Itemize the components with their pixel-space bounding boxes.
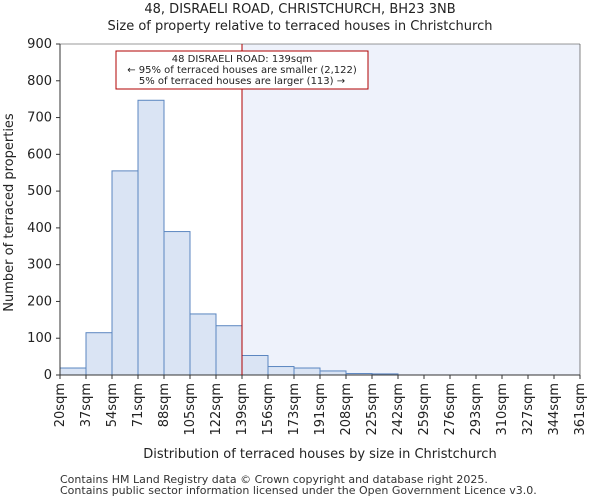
bar-71sqm	[137, 99, 165, 376]
x-tick-label: 225sqm	[365, 383, 380, 436]
y-tick-label: 200	[27, 294, 52, 309]
bar-173sqm	[293, 367, 321, 376]
bar-191sqm	[319, 370, 347, 376]
x-tick-label: 361sqm	[573, 383, 588, 436]
x-tick-label: 242sqm	[391, 383, 406, 436]
chart-subtitle: Size of property relative to terraced ho…	[107, 19, 493, 34]
x-tick-label: 139sqm	[235, 383, 250, 436]
x-tick-label: 156sqm	[261, 383, 276, 436]
bar-54sqm	[111, 170, 139, 376]
bar-88sqm	[163, 231, 191, 376]
x-tick-label: 276sqm	[443, 383, 458, 436]
highlight-region	[242, 44, 580, 375]
x-tick-label: 293sqm	[469, 383, 484, 436]
x-tick-label: 20sqm	[53, 383, 68, 427]
x-tick-label: 208sqm	[339, 383, 354, 436]
x-axis-title: Distribution of terraced houses by size …	[143, 447, 496, 462]
x-tick-label: 105sqm	[183, 383, 198, 436]
footer-copyright: Contains HM Land Registry data © Crown c…	[60, 473, 488, 486]
bar-122sqm	[215, 325, 243, 376]
y-tick-label: 0	[44, 368, 52, 383]
footer-licence: Contains public sector information licen…	[60, 484, 537, 497]
y-tick-label: 900	[27, 37, 52, 52]
x-tick-label: 310sqm	[495, 383, 510, 436]
x-tick-label: 122sqm	[209, 383, 224, 436]
chart-title: 48, DISRAELI ROAD, CHRISTCHURCH, BH23 3N…	[144, 2, 456, 17]
bar-20sqm	[59, 367, 87, 376]
x-tick-label: 71sqm	[131, 383, 146, 427]
y-tick-label: 600	[27, 147, 52, 162]
bar-139sqm	[241, 355, 269, 376]
x-tick-label: 54sqm	[105, 383, 120, 427]
bar-37sqm	[85, 332, 113, 376]
x-tick-label: 37sqm	[79, 383, 94, 427]
bar-105sqm	[189, 313, 217, 376]
x-tick-label: 88sqm	[157, 383, 172, 427]
y-tick-label: 500	[27, 184, 52, 199]
annotation-box	[115, 50, 369, 90]
bar-156sqm	[267, 366, 295, 376]
x-tick-label: 344sqm	[547, 383, 562, 436]
y-tick-label: 300	[27, 258, 52, 273]
y-tick-label: 100	[27, 331, 52, 346]
annotation-line-2: ← 95% of terraced houses are smaller (2,…	[127, 65, 357, 76]
annotation-line-3: 5% of terraced houses are larger (113) →	[139, 76, 345, 87]
x-tick-label: 327sqm	[521, 383, 536, 436]
annotation-line-1: 48 DISRAELI ROAD: 139sqm	[172, 54, 312, 65]
y-tick-label: 400	[27, 221, 52, 236]
y-axis-title: Number of terraced properties	[2, 113, 17, 312]
x-tick-label: 259sqm	[417, 383, 432, 436]
y-tick-label: 700	[27, 111, 52, 126]
y-tick-label: 800	[27, 74, 52, 89]
x-tick-label: 191sqm	[313, 383, 328, 436]
x-tick-label: 173sqm	[287, 383, 302, 436]
